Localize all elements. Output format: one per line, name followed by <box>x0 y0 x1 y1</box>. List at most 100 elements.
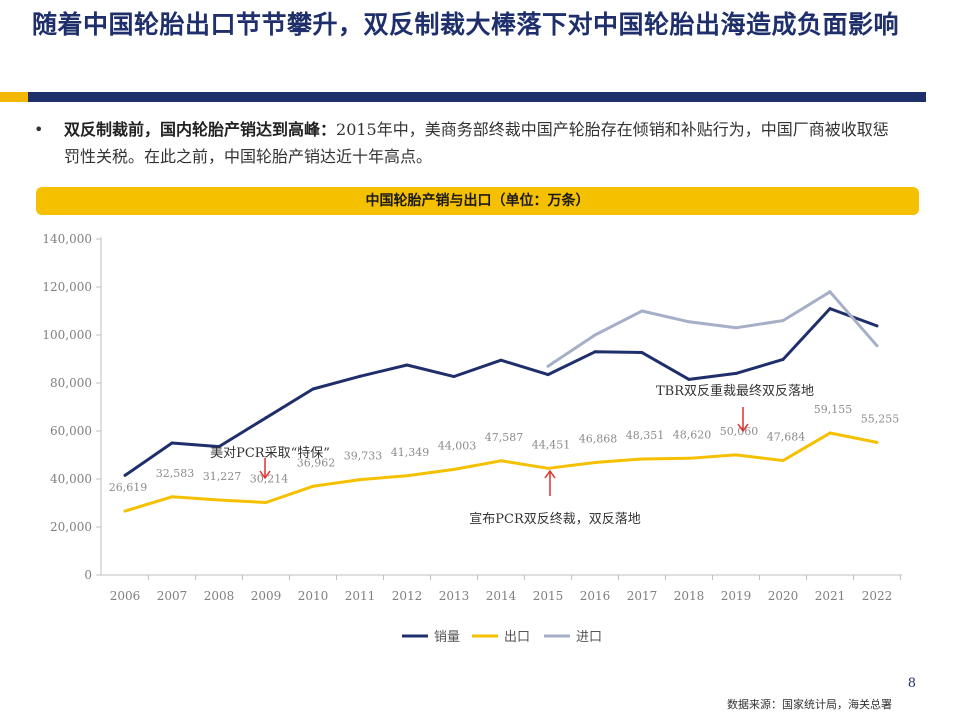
data-point-sales <box>123 473 127 477</box>
data-point-sales <box>358 374 362 378</box>
data-point-export <box>358 478 362 482</box>
data-point-export <box>593 461 597 465</box>
x-tick-label: 2019 <box>721 589 752 603</box>
data-point-import <box>546 364 550 368</box>
export-data-label: 36,962 <box>297 456 336 469</box>
data-point-sales <box>264 416 268 420</box>
title-underline-bar <box>28 92 926 102</box>
data-point-export <box>640 457 644 461</box>
data-point-export <box>452 467 456 471</box>
export-data-label: 32,583 <box>156 467 195 480</box>
export-data-label: 50,060 <box>720 425 759 438</box>
data-point-sales <box>311 387 315 391</box>
export-data-label: 55,255 <box>861 412 900 425</box>
x-tick-label: 2011 <box>345 589 376 603</box>
legend-label: 进口 <box>576 630 602 645</box>
export-data-label: 41,349 <box>391 446 430 459</box>
export-data-label: 48,351 <box>626 429 665 442</box>
x-tick-label: 2008 <box>204 589 235 603</box>
legend-label: 销量 <box>434 630 460 645</box>
data-point-import <box>640 309 644 313</box>
data-point-import <box>687 320 691 324</box>
x-tick-label: 2009 <box>251 589 282 603</box>
y-tick-label: 0 <box>84 568 92 582</box>
bullet-point: • 双反制裁前，国内轮胎产销达到高峰：2015年中，美商务部终裁中国产轮胎存在倾… <box>34 116 894 170</box>
data-point-export <box>687 456 691 460</box>
y-tick-label: 80,000 <box>50 376 92 390</box>
data-point-sales <box>405 363 409 367</box>
annotation-text: 美对PCR采取“特保” <box>210 446 330 461</box>
data-point-sales <box>546 373 550 377</box>
annotation-arrow-head <box>259 470 271 480</box>
data-point-sales <box>781 357 785 361</box>
data-point-sales <box>217 445 221 449</box>
x-tick-label: 2021 <box>815 589 846 603</box>
data-point-export <box>781 459 785 463</box>
data-point-export <box>546 466 550 470</box>
x-tick-label: 2020 <box>768 589 799 603</box>
export-data-label: 46,868 <box>579 433 618 446</box>
export-data-label: 44,451 <box>532 438 571 451</box>
bullet-body: 2015年中，美商务部终裁中国产轮胎存在倾销和补贴行为，中国厂商被收取惩罚性关税… <box>64 120 889 166</box>
data-point-import <box>593 333 597 337</box>
chart-title-banner: 中国轮胎产销与出口（单位：万条） <box>36 187 919 215</box>
x-tick-label: 2013 <box>439 589 470 603</box>
x-tick-label: 2006 <box>110 589 141 603</box>
x-tick-label: 2016 <box>580 589 611 603</box>
data-point-export <box>875 440 879 444</box>
bullet-marker: • <box>34 120 44 139</box>
data-point-export <box>405 474 409 478</box>
x-tick-label: 2015 <box>533 589 564 603</box>
data-point-import <box>781 319 785 323</box>
data-point-sales <box>593 350 597 354</box>
y-tick-label: 100,000 <box>42 328 92 342</box>
data-source: 数据来源：国家统计局，海关总署 <box>727 698 892 711</box>
y-tick-label: 40,000 <box>50 472 92 486</box>
export-data-label: 59,155 <box>814 403 853 416</box>
export-data-label: 39,733 <box>344 450 383 463</box>
data-point-import <box>875 344 879 348</box>
export-data-label: 47,684 <box>767 431 806 444</box>
data-point-sales <box>499 358 503 362</box>
data-point-sales <box>452 375 456 379</box>
data-point-sales <box>875 324 879 328</box>
data-point-export <box>170 495 174 499</box>
data-point-sales <box>640 351 644 355</box>
export-data-label: 48,620 <box>673 428 712 441</box>
legend-label: 出口 <box>504 630 530 645</box>
data-point-export <box>217 498 221 502</box>
data-point-export <box>264 500 268 504</box>
bullet-lead: 双反制裁前，国内轮胎产销达到高峰： <box>64 120 337 139</box>
data-point-sales <box>170 441 174 445</box>
annotation-text: TBR双反重裁最终双反落地 <box>656 383 814 399</box>
series-line-import <box>547 290 879 368</box>
annotation-arrow-head <box>544 469 556 479</box>
data-point-import <box>828 290 832 294</box>
x-tick-label: 2018 <box>674 589 705 603</box>
data-point-export <box>499 459 503 463</box>
bullet-text: 双反制裁前，国内轮胎产销达到高峰：2015年中，美商务部终裁中国产轮胎存在倾销和… <box>64 116 894 170</box>
export-data-label: 26,619 <box>109 481 148 494</box>
data-point-sales <box>828 307 832 311</box>
x-tick-label: 2012 <box>392 589 423 603</box>
y-tick-label: 120,000 <box>42 280 92 294</box>
x-tick-label: 2007 <box>157 589 188 603</box>
page-title: 随着中国轮胎出口节节攀升，双反制裁大棒落下对中国轮胎出海造成负面影响 <box>32 10 900 39</box>
data-point-export <box>123 509 127 513</box>
export-data-label: 47,587 <box>485 431 524 444</box>
x-tick-label: 2017 <box>627 589 658 603</box>
data-point-export <box>311 484 315 488</box>
data-point-sales <box>687 377 691 381</box>
annotation-arrow-head <box>737 423 749 433</box>
page-number: 8 <box>907 676 916 691</box>
export-data-label: 44,003 <box>438 439 477 452</box>
y-tick-label: 60,000 <box>50 424 92 438</box>
x-tick-label: 2014 <box>486 589 517 603</box>
annotation-text: 宣布PCR双反终裁，双反落地 <box>469 511 640 527</box>
x-tick-label: 2022 <box>862 589 893 603</box>
y-tick-label: 20,000 <box>50 520 92 534</box>
data-point-export <box>828 431 832 435</box>
data-point-import <box>734 326 738 330</box>
y-tick-label: 140,000 <box>42 232 92 246</box>
